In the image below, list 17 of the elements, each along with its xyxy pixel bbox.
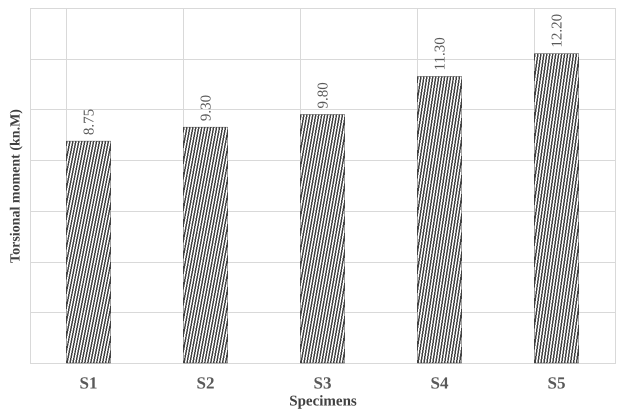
data-label: 9.80 <box>316 82 332 108</box>
data-label: 12.20 <box>550 14 566 48</box>
x-tick-label: S2 <box>196 374 214 392</box>
x-tick-label: S1 <box>80 374 98 392</box>
data-label: 11.30 <box>432 37 448 70</box>
x-axis-title: Specimens <box>289 394 357 410</box>
bar <box>300 114 345 364</box>
bar <box>534 53 579 364</box>
bar <box>66 140 111 364</box>
data-label: 8.75 <box>82 108 98 136</box>
data-label: 9.30 <box>198 94 214 122</box>
bar <box>417 76 462 364</box>
x-tick-label: S3 <box>314 374 332 392</box>
y-axis-title: Torsional moment (kn.M) <box>8 108 24 263</box>
bar <box>183 126 228 364</box>
x-tick-label: S5 <box>548 374 566 392</box>
x-tick-label: S4 <box>430 374 449 392</box>
